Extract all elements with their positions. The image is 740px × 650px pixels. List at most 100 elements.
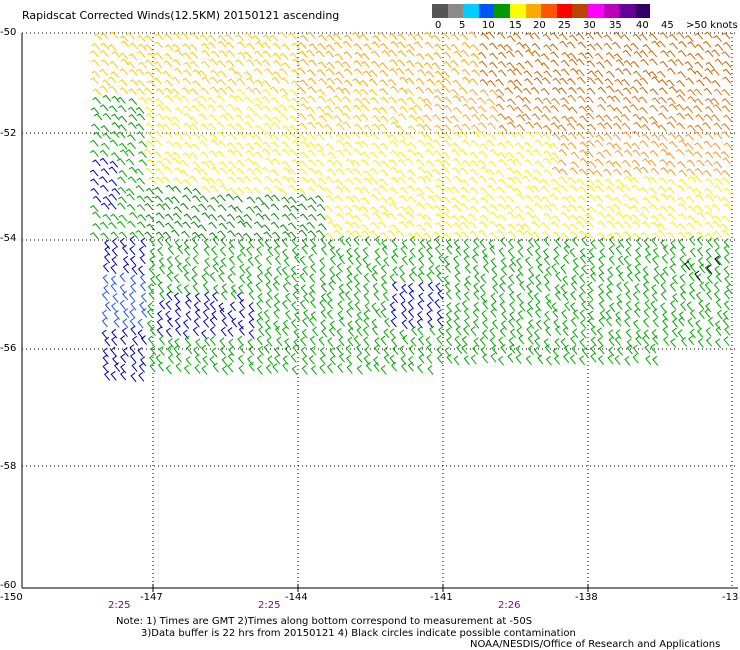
- wind-barb: [706, 290, 713, 300]
- wind-barb: [108, 193, 118, 201]
- wind-barb: [525, 121, 535, 129]
- wind-barb: [500, 237, 507, 247]
- wind-barb: [346, 265, 353, 276]
- wind-barb: [515, 317, 522, 328]
- wind-barb: [425, 336, 432, 346]
- wind-barb: [293, 328, 300, 339]
- wind-barb: [288, 115, 298, 123]
- scale-swatch: [463, 4, 479, 18]
- wind-barb: [163, 60, 173, 68]
- wind-barb: [192, 69, 202, 77]
- wind-barb: [461, 300, 468, 310]
- wind-barb: [368, 70, 378, 78]
- wind-barb: [714, 246, 721, 257]
- wind-barb: [687, 215, 696, 223]
- wind-barb: [102, 274, 109, 285]
- wind-barb: [687, 176, 697, 184]
- wind-barb: [409, 236, 416, 246]
- wind-barb: [401, 283, 408, 294]
- wind-barb: [353, 176, 362, 184]
- wind-barb: [261, 202, 270, 210]
- wind-barb: [275, 325, 282, 336]
- wind-barb: [315, 169, 324, 177]
- wind-barb: [507, 131, 517, 139]
- wind-barb: [209, 132, 218, 140]
- wind-barb: [120, 335, 127, 345]
- wind-barb: [146, 223, 156, 231]
- wind-barb: [202, 281, 209, 292]
- wind-barb: [686, 159, 696, 167]
- wind-barb: [629, 86, 639, 94]
- wind-barb: [219, 337, 226, 348]
- wind-barb: [676, 184, 686, 192]
- wind-barb: [334, 185, 344, 193]
- wind-barb: [346, 273, 353, 283]
- wind-barb: [227, 362, 234, 373]
- wind-barb: [478, 51, 487, 59]
- wind-barb: [408, 256, 415, 266]
- wind-barb: [706, 237, 714, 248]
- wind-barb: [316, 88, 326, 96]
- wind-barb: [183, 141, 192, 149]
- wind-barb: [540, 185, 550, 193]
- wind-barb: [269, 34, 279, 42]
- wind-barb: [461, 41, 471, 49]
- wind-barb: [666, 160, 676, 168]
- wind-barb: [248, 345, 255, 356]
- wind-barb: [237, 220, 246, 228]
- wind-barb: [585, 221, 595, 229]
- wind-barb: [527, 290, 534, 301]
- wind-barb: [593, 31, 603, 39]
- wind-barb: [578, 195, 587, 203]
- wind-barb: [515, 213, 525, 221]
- wind-barb: [90, 77, 99, 85]
- wind-barb: [604, 78, 614, 86]
- wind-barb: [235, 176, 245, 184]
- wind-barb: [473, 301, 480, 312]
- wind-barb: [319, 355, 326, 365]
- wind-barb: [528, 275, 535, 285]
- wind-barb: [281, 94, 290, 102]
- wind-barb: [671, 327, 678, 338]
- wind-barb: [324, 123, 333, 131]
- wind-barb: [694, 220, 703, 228]
- wind-barb: [307, 113, 316, 121]
- wind-barb: [588, 247, 595, 258]
- wind-barb: [639, 116, 649, 124]
- wind-barb: [504, 140, 514, 148]
- wind-barb: [102, 363, 109, 373]
- wind-barb: [282, 204, 292, 212]
- wind-barb: [228, 187, 237, 195]
- wind-barb: [199, 34, 209, 42]
- wind-barb: [505, 151, 515, 159]
- wind-barb: [486, 31, 495, 39]
- lon-label: -141: [430, 592, 453, 603]
- wind-barb: [306, 49, 315, 57]
- wind-barb: [450, 59, 459, 67]
- wind-barb: [297, 188, 307, 196]
- wind-barb: [308, 316, 315, 327]
- wind-barb: [111, 121, 121, 129]
- wind-barb: [687, 205, 696, 213]
- wind-barb: [388, 105, 398, 113]
- wind-barb: [545, 266, 552, 276]
- wind-barb: [344, 141, 354, 149]
- wind-barb: [469, 78, 479, 86]
- wind-barb: [602, 149, 612, 157]
- wind-barb: [715, 298, 722, 309]
- wind-barb: [615, 311, 622, 321]
- wind-barb: [128, 88, 137, 96]
- wind-barb: [276, 336, 283, 347]
- wind-barb: [703, 204, 713, 212]
- wind-barb: [563, 344, 570, 355]
- wind-barb: [401, 239, 408, 250]
- wind-barb: [204, 257, 211, 268]
- wind-barb: [397, 33, 406, 41]
- wind-barb: [542, 133, 551, 141]
- wind-barb: [400, 300, 407, 311]
- wind-barb: [473, 318, 480, 329]
- wind-barb: [433, 95, 443, 103]
- wind-barb: [144, 195, 153, 203]
- wind-barb: [229, 265, 236, 276]
- wind-barb: [154, 52, 163, 60]
